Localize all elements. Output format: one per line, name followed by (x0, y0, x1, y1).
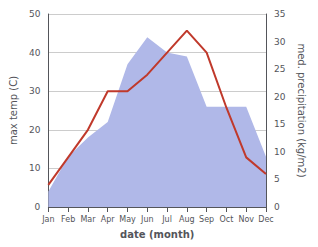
svg-text:25: 25 (274, 64, 285, 74)
svg-text:50: 50 (29, 9, 41, 19)
svg-text:Mar: Mar (80, 215, 96, 224)
svg-text:15: 15 (274, 119, 285, 129)
svg-text:20: 20 (274, 92, 286, 102)
svg-text:30: 30 (29, 86, 41, 96)
svg-text:Aug: Aug (179, 215, 195, 224)
svg-text:date (month): date (month) (120, 229, 194, 240)
svg-text:35: 35 (274, 9, 285, 19)
svg-text:0: 0 (35, 202, 41, 212)
svg-text:Sep: Sep (199, 215, 214, 224)
svg-text:30: 30 (274, 37, 286, 47)
svg-text:5: 5 (274, 174, 280, 184)
svg-text:40: 40 (29, 48, 41, 58)
svg-text:max temp (C): max temp (C) (8, 76, 19, 145)
svg-text:10: 10 (274, 147, 286, 157)
svg-text:Dec: Dec (258, 215, 273, 224)
svg-text:Jan: Jan (41, 215, 54, 224)
svg-text:Apr: Apr (101, 215, 116, 224)
svg-text:Oct: Oct (220, 215, 234, 224)
svg-text:20: 20 (29, 125, 41, 135)
svg-text:May: May (119, 215, 136, 224)
svg-text:Nov: Nov (238, 215, 254, 224)
svg-text:10: 10 (29, 163, 41, 173)
svg-text:med. precipitation (kg/m2): med. precipitation (kg/m2) (296, 43, 307, 177)
svg-text:Feb: Feb (61, 215, 75, 224)
svg-text:Jul: Jul (161, 215, 172, 224)
svg-text:0: 0 (274, 202, 280, 212)
svg-text:Jun: Jun (140, 215, 154, 224)
